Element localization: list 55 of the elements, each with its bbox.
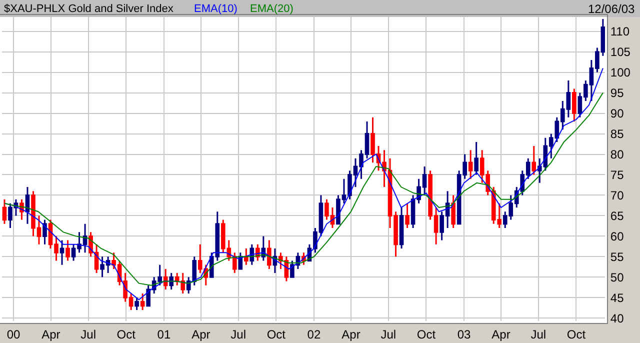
y-tick-label: 45 (610, 290, 624, 305)
candlestick (163, 268, 168, 290)
y-tick-label: 40 (610, 311, 624, 326)
y-tick-label: 110 (610, 24, 630, 39)
candlestick (451, 194, 456, 229)
candlestick (405, 202, 410, 229)
x-tick-label: Apr (492, 327, 510, 342)
candlestick (140, 292, 145, 311)
x-tick-label: Apr (192, 327, 210, 342)
candlestick (169, 272, 174, 290)
x-tick-label: 03 (457, 327, 472, 342)
x-tick-label: Oct (566, 327, 586, 342)
text: 12/06/03 (588, 2, 636, 16)
candlestick (267, 240, 272, 270)
x-tick-label: Jul (530, 327, 546, 342)
x-tick-label: 01 (157, 327, 171, 342)
x-tick-label: Jul (380, 327, 396, 342)
y-tick-label: 80 (610, 147, 624, 162)
candlestick (42, 219, 47, 246)
x-tick-label: 02 (307, 327, 321, 342)
candlestick (468, 149, 473, 180)
x-tick-label: 00 (6, 327, 21, 342)
y-tick-label: 100 (610, 66, 631, 80)
x-tick-label: Oct (416, 327, 436, 342)
y-tick-label: 95 (610, 86, 624, 100)
text: EMA(20) (250, 3, 294, 15)
y-tick-label: 105 (610, 45, 631, 60)
y-tick-label: 85 (610, 126, 624, 141)
candlestick (146, 284, 150, 307)
candlestick (60, 240, 64, 266)
y-tick-label: 60 (610, 229, 624, 244)
y-tick-label: 90 (610, 106, 624, 120)
y-tick-label: 75 (610, 168, 624, 182)
x-tick-label: Apr (342, 327, 360, 342)
candlestick (2, 198, 7, 225)
x-tick-label: Apr (42, 327, 60, 342)
chart-title: $XAU-PHLX Gold and Silver Index (4, 3, 174, 15)
line-series (4, 92, 604, 286)
y-tick-label: 70 (610, 188, 624, 202)
candlestick (66, 240, 70, 262)
candlestick (399, 206, 404, 250)
candlestick (572, 88, 576, 122)
y-tick-label: 50 (610, 270, 624, 284)
y-tick-label: 55 (610, 250, 624, 264)
y-tick-label: 65 (610, 208, 624, 223)
candlestick (532, 145, 536, 176)
candlestick (244, 248, 248, 266)
candlestick (474, 141, 478, 176)
candlestick (25, 186, 30, 225)
x-tick-label: Jul (230, 327, 246, 342)
text: EMA(10) (194, 3, 238, 15)
x-tick-label: Oct (116, 327, 136, 342)
x-tick-label: Jul (80, 327, 96, 342)
candlestick (134, 296, 139, 311)
x-tick-label: Oct (266, 327, 286, 342)
